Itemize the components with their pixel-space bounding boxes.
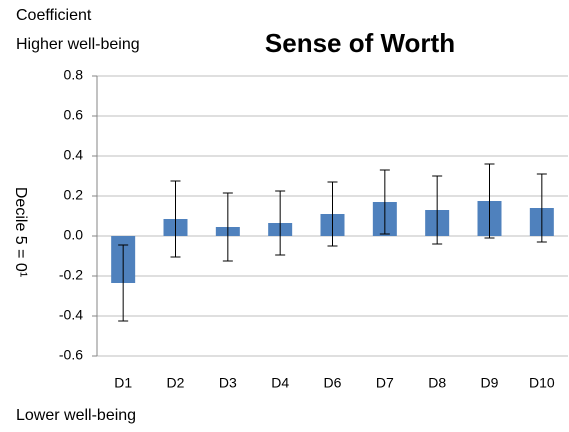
y-tick-label: 0.4 bbox=[64, 147, 84, 163]
annotation: Lower well-being bbox=[16, 407, 136, 424]
x-tick-label: D8 bbox=[428, 375, 446, 391]
x-tick-label: D2 bbox=[167, 375, 185, 391]
chart-title: Sense of Worth bbox=[265, 28, 455, 58]
annotation: Higher well-being bbox=[16, 36, 140, 53]
x-tick-label: D3 bbox=[219, 375, 237, 391]
x-tick-label: D6 bbox=[324, 375, 342, 391]
y-tick-label: -0.6 bbox=[59, 347, 83, 363]
x-tick-label: D9 bbox=[481, 375, 499, 391]
y-tick-label: 0.2 bbox=[64, 187, 84, 203]
y-axis-label: Decile 5 = 0¹ bbox=[12, 187, 29, 277]
y-tick-label: 0.6 bbox=[64, 107, 84, 123]
x-tick-label: D7 bbox=[376, 375, 394, 391]
x-tick-label: D1 bbox=[114, 375, 132, 391]
y-tick-label: -0.2 bbox=[59, 267, 83, 283]
y-tick-label: 0.0 bbox=[64, 227, 84, 243]
x-tick-label: D10 bbox=[529, 375, 555, 391]
y-tick-label: -0.4 bbox=[59, 307, 83, 323]
y-tick-label: 0.8 bbox=[64, 67, 84, 83]
x-tick-label: D4 bbox=[271, 375, 289, 391]
subtitle: Coefficient bbox=[16, 7, 92, 24]
